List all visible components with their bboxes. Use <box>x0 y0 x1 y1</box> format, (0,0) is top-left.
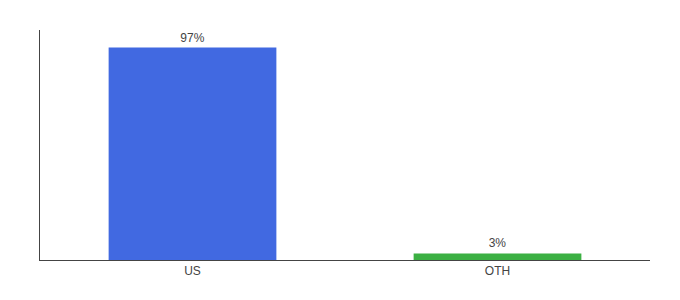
svg-text:US: US <box>184 264 201 278</box>
svg-text:97%: 97% <box>180 31 204 45</box>
svg-text:OTH: OTH <box>485 264 510 278</box>
svg-text:3%: 3% <box>489 236 507 250</box>
